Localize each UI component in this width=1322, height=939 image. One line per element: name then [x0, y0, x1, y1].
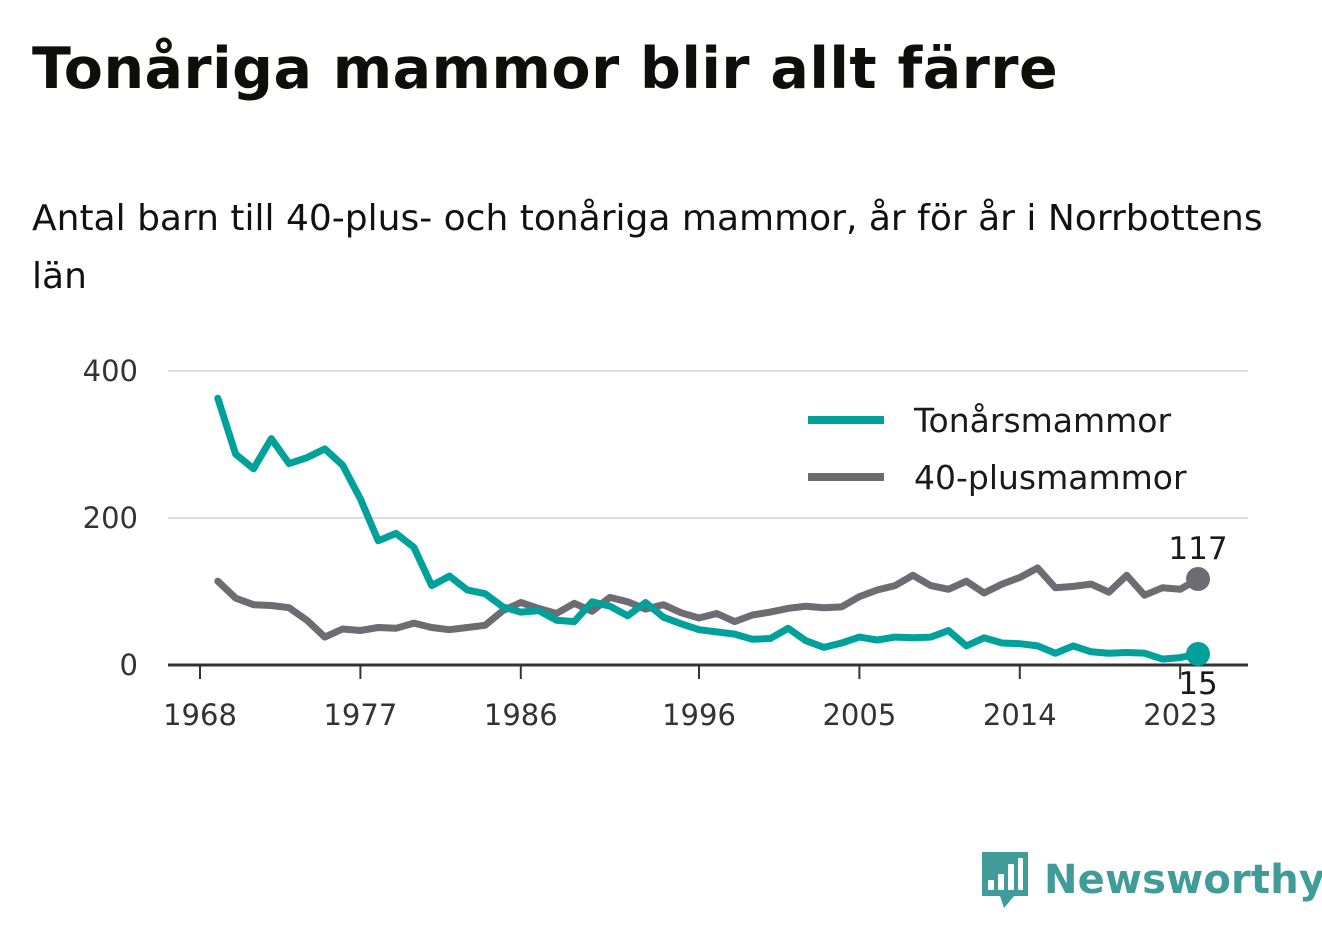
- y-tick-label: 0: [120, 648, 138, 682]
- series-line-40-plusmammor: [214, 564, 1202, 641]
- x-tick-label: 1977: [323, 698, 397, 732]
- x-axis: 1968 1977 1986 1996 2005 2014 2023: [163, 665, 1217, 732]
- y-tick-label: 400: [83, 354, 138, 388]
- end-value-label: 15: [1178, 666, 1217, 702]
- grid-lines: 400 200 0: [83, 354, 1248, 682]
- legend-label: 40-plusmammor: [914, 458, 1187, 497]
- end-point-marker: [1186, 567, 1210, 592]
- x-tick-label: 2023: [1143, 698, 1217, 732]
- x-tick-label: 2005: [822, 698, 896, 732]
- legend: Tonårsmammor 40-plusmammor: [808, 401, 1187, 497]
- series-lines: [214, 394, 1210, 666]
- logo-text: Newsworthy: [1044, 857, 1322, 903]
- x-tick-label: 2014: [983, 698, 1057, 732]
- y-tick-label: 200: [83, 501, 138, 535]
- end-point-marker: [1186, 641, 1210, 666]
- x-tick-label: 1996: [662, 698, 736, 732]
- end-value-label: 117: [1168, 531, 1227, 567]
- series-line-Tonårsmammor: [214, 394, 1202, 663]
- end-labels: 117 15: [1168, 531, 1227, 702]
- chart-title: Tonåriga mammor blir allt färre: [32, 36, 1059, 102]
- legend-label: Tonårsmammor: [913, 401, 1171, 440]
- newsworthy-logo: Newsworthy: [980, 850, 1322, 910]
- chart-subtitle: Antal barn till 40-plus- och tonåriga ma…: [32, 198, 1263, 297]
- x-tick-label: 1986: [484, 698, 558, 732]
- x-tick-label: 1968: [163, 698, 237, 732]
- bar-chart-speech-bubble-icon: [982, 852, 1028, 908]
